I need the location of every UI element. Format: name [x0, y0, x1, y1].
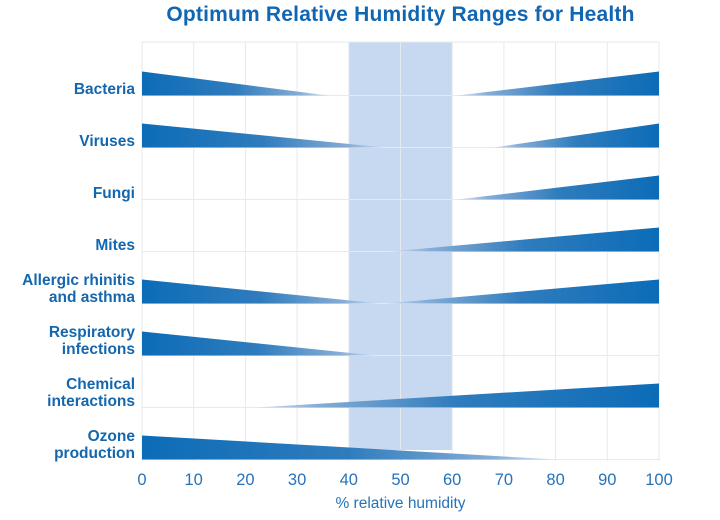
row-label-chemical: Chemical interactions	[47, 375, 135, 410]
wedge-bacteria-right	[457, 71, 659, 96]
x-axis-label: % relative humidity	[335, 495, 466, 512]
wedge-viruses-left	[142, 123, 385, 148]
wedge-fungi-right	[457, 175, 659, 200]
x-tick-label-90: 90	[598, 471, 617, 489]
row-label-bacteria: Bacteria	[73, 80, 135, 98]
x-tick-label-20: 20	[236, 471, 255, 489]
x-tick-label-30: 30	[287, 471, 307, 489]
row-label-viruses: Viruses	[79, 132, 135, 150]
x-tick-label-100: 100	[645, 471, 673, 489]
wedge-respiratory-left	[142, 331, 375, 356]
wedge-bacteria-left	[142, 71, 329, 96]
wedge-mites-right	[390, 227, 659, 252]
x-tick-label-70: 70	[494, 471, 514, 489]
wedge-allergic-rhinitis-right	[384, 279, 659, 304]
chart-title: Optimum Relative Humidity Ranges for Hea…	[166, 3, 635, 26]
row-label-ozone: Ozone production	[54, 427, 135, 462]
wedge-viruses-right	[493, 123, 659, 148]
x-tick-label-40: 40	[339, 471, 358, 489]
wedge-ozone-left	[142, 435, 556, 460]
x-tick-label-50: 50	[391, 471, 410, 489]
x-tick-label-80: 80	[546, 471, 565, 489]
wedge-allergic-rhinitis-left	[142, 279, 380, 304]
row-label-mites: Mites	[95, 236, 135, 254]
x-tick-label-10: 10	[184, 471, 203, 489]
row-label-respiratory: Respiratory infections	[48, 323, 135, 358]
x-tick-label-60: 60	[443, 471, 462, 489]
row-label-allergic-rhinitis: Allergic rhinitis and asthma	[22, 271, 135, 306]
x-tick-label-0: 0	[137, 471, 147, 489]
row-label-fungi: Fungi	[92, 184, 135, 202]
wedge-chemical-right	[255, 383, 660, 408]
